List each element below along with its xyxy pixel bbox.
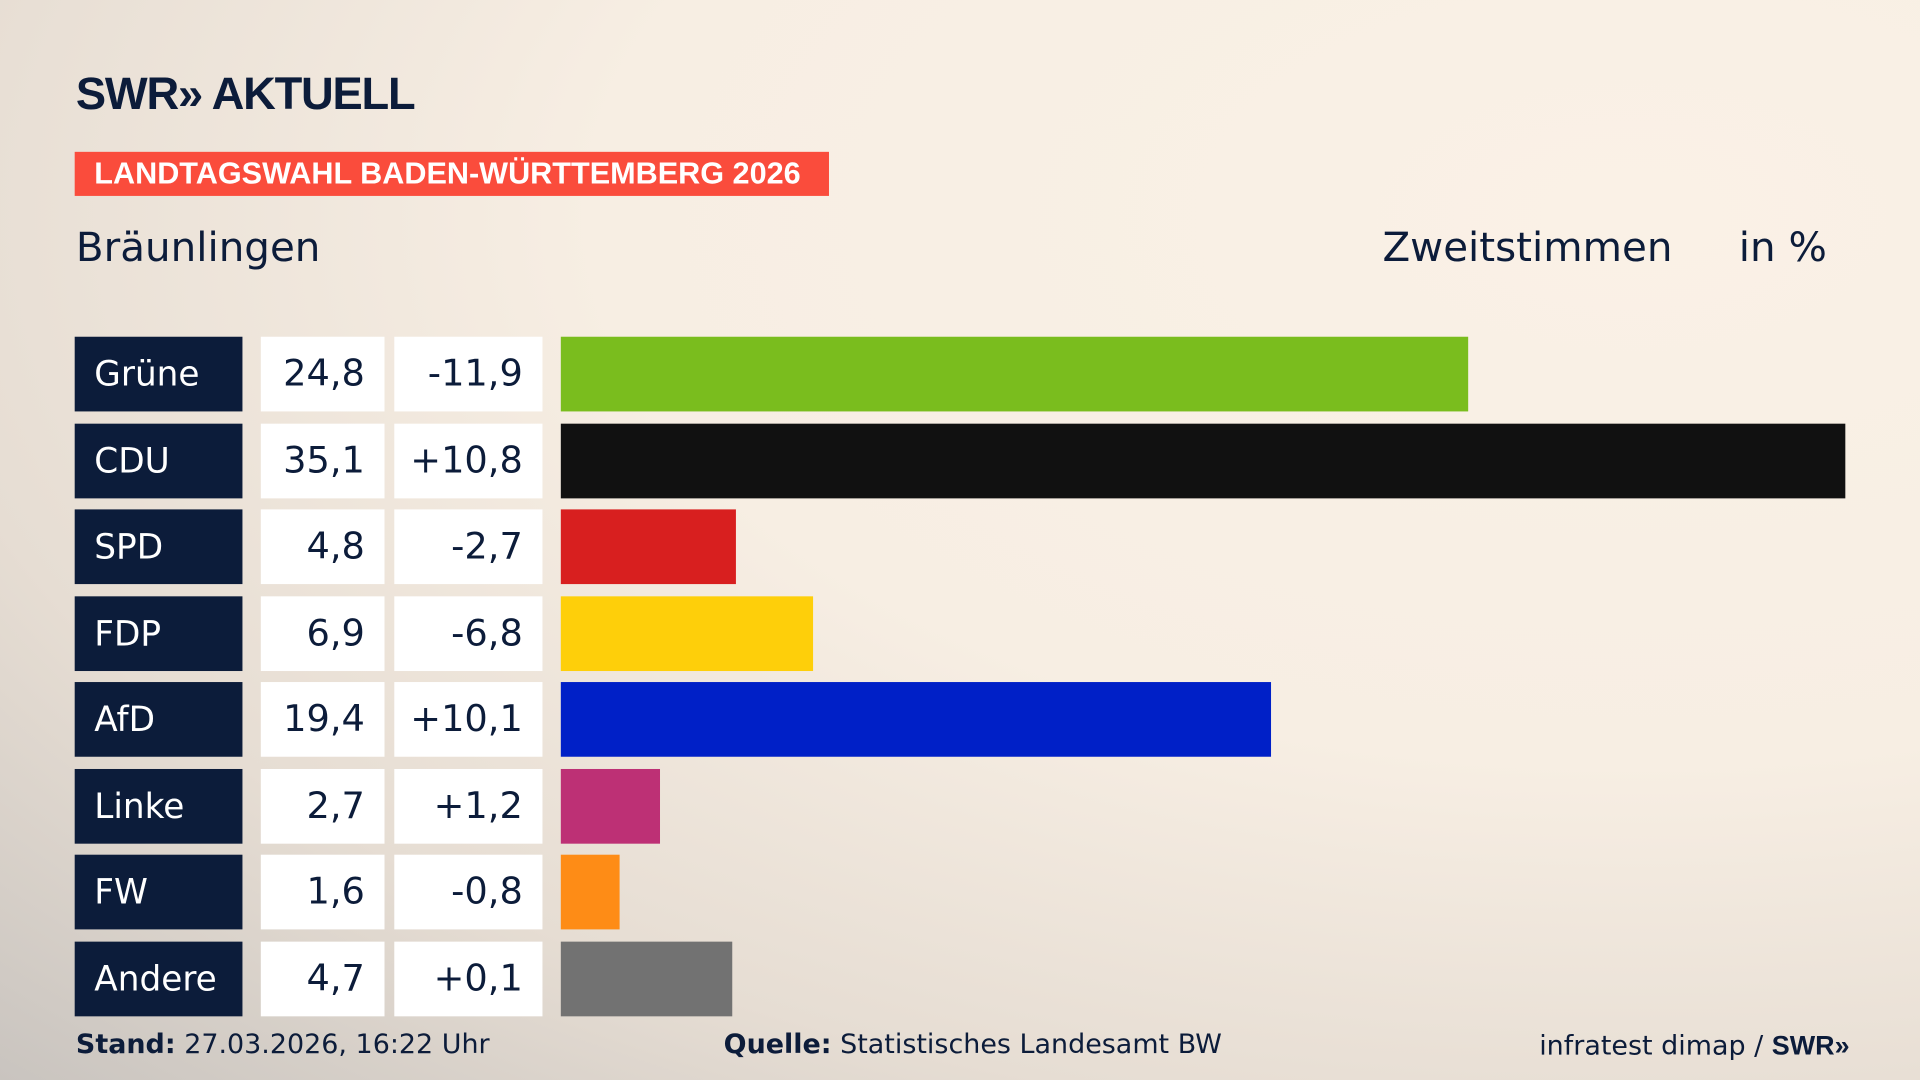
value-label: 24,8 xyxy=(260,336,385,412)
value-label: 19,4 xyxy=(260,682,385,757)
party-name: Andere xyxy=(74,941,243,1016)
bar-afd xyxy=(560,682,1271,757)
party-name: SPD xyxy=(74,509,243,585)
source-label: Quelle: xyxy=(723,1029,832,1061)
diff-label: +0,1 xyxy=(394,941,543,1016)
party-name: Linke xyxy=(74,768,243,844)
value-label: 4,8 xyxy=(260,509,385,585)
diff-label: -11,9 xyxy=(394,336,543,412)
election-banner: LANDTAGSWAHL BADEN-WÜRTTEMBERG 2026 xyxy=(74,151,829,196)
timestamp: Stand: 27.03.2026, 16:22 Uhr xyxy=(76,1030,490,1061)
bar-linke xyxy=(560,768,660,844)
party-name: Grüne xyxy=(74,336,243,412)
swr-logo: SWR» xyxy=(1771,1029,1850,1061)
diff-label: -6,8 xyxy=(394,595,543,671)
stand-value: 27.03.2026, 16:22 Uhr xyxy=(184,1029,490,1061)
bar-cdu xyxy=(560,423,1846,498)
bar-spd xyxy=(560,509,737,585)
place-title: Bräunlingen xyxy=(75,222,321,271)
value-label: 6,9 xyxy=(260,595,385,671)
diff-label: +10,1 xyxy=(394,682,543,757)
party-name: AfD xyxy=(74,682,243,757)
metric-label: Zweitstimmen xyxy=(1382,222,1673,271)
bar-fdp xyxy=(560,595,814,671)
diff-label: -2,7 xyxy=(394,509,543,585)
bar-grüne xyxy=(560,336,1469,412)
credit-text: infratest dimap / xyxy=(1539,1031,1772,1062)
stand-label: Stand: xyxy=(75,1029,176,1061)
value-label: 4,7 xyxy=(260,941,385,1016)
diff-label: +10,8 xyxy=(394,423,543,498)
source: Quelle: Statistisches Landesamt BW xyxy=(724,1030,1222,1061)
bar-andere xyxy=(560,941,733,1016)
party-name: FDP xyxy=(74,595,243,671)
value-label: 1,6 xyxy=(260,854,385,930)
value-label: 35,1 xyxy=(260,423,385,498)
diff-label: +1,2 xyxy=(394,768,543,844)
value-label: 2,7 xyxy=(260,768,385,844)
bar-fw xyxy=(560,854,620,930)
credit: infratest dimap / SWR» xyxy=(1539,1030,1849,1062)
source-value: Statistisches Landesamt BW xyxy=(840,1029,1222,1061)
unit-label: in % xyxy=(1738,222,1827,271)
party-name: FW xyxy=(74,854,243,930)
swr-aktuell-logo: SWR» AKTUELL xyxy=(75,68,416,119)
diff-label: -0,8 xyxy=(394,854,543,930)
party-name: CDU xyxy=(74,423,243,498)
